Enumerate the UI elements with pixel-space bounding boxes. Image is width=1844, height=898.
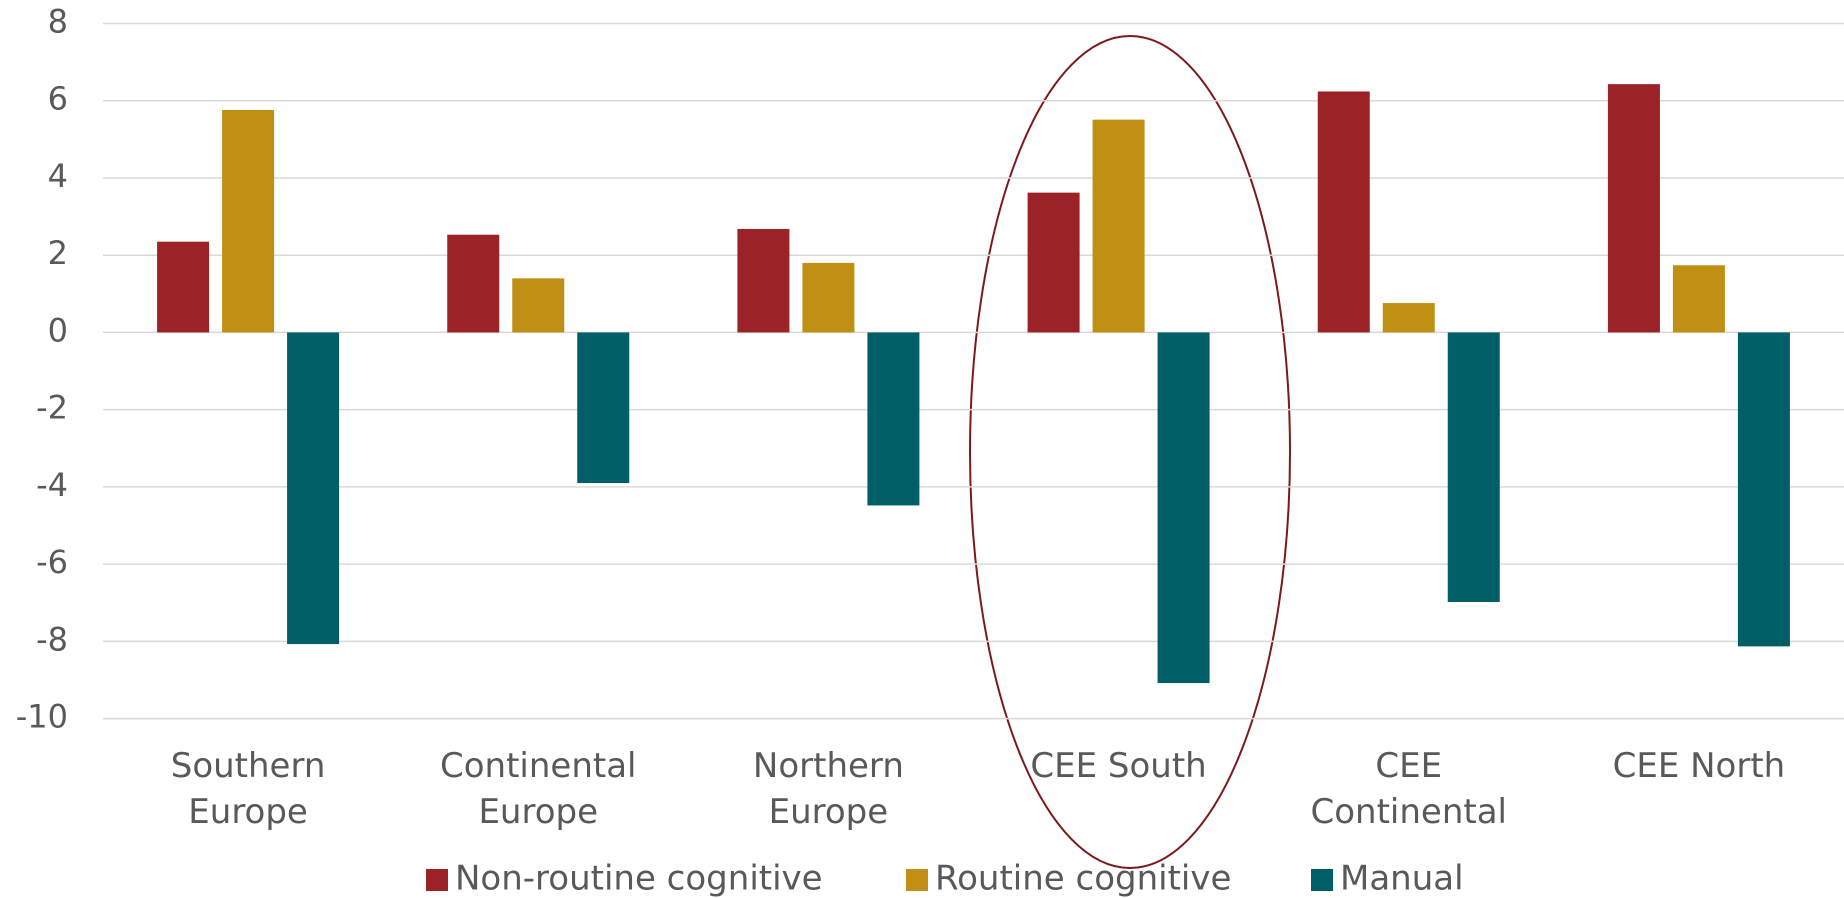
y-tick-label: 6 (48, 80, 68, 118)
bar (802, 262, 855, 333)
x-tick-label: CEE South (1030, 746, 1207, 786)
bar (1157, 332, 1210, 684)
y-tick-label: 2 (48, 234, 68, 272)
legend-label: Routine cognitive (935, 859, 1231, 898)
x-tick-label: CEE North (1612, 746, 1786, 786)
bar (1672, 265, 1725, 333)
bar (1737, 332, 1790, 647)
bar (447, 234, 500, 333)
bar (1317, 91, 1370, 333)
x-tick-label: Southern Europe (170, 746, 326, 832)
y-tick-label: -2 (36, 389, 68, 427)
bar (157, 241, 210, 333)
legend-label: Manual (1340, 859, 1464, 898)
highlight-ellipse (969, 35, 1291, 869)
bar (512, 278, 565, 333)
y-tick-label: 8 (48, 3, 68, 41)
bar (222, 110, 275, 333)
bar (1382, 303, 1435, 333)
legend-swatch (426, 869, 448, 891)
y-tick-label: -4 (36, 466, 68, 504)
y-tick-label: -8 (36, 620, 68, 658)
bar (1027, 192, 1080, 333)
x-tick-label: CEE Continental (1310, 746, 1508, 832)
y-tick-label: 4 (48, 157, 68, 195)
bar (1447, 332, 1500, 602)
legend-label: Non-routine cognitive (455, 859, 823, 898)
x-tick-label: Northern Europe (752, 746, 904, 832)
bar (1607, 84, 1660, 333)
y-tick-label: -10 (16, 698, 68, 736)
y-tick-label: 0 (48, 311, 68, 349)
x-tick-label: Continental Europe (440, 746, 637, 832)
bar (287, 332, 340, 645)
bar (577, 332, 630, 484)
y-tick-label: -6 (36, 543, 68, 581)
bar (1092, 119, 1145, 333)
legend-swatch (906, 869, 928, 891)
legend-swatch (1311, 869, 1333, 891)
bar (737, 228, 790, 333)
bar (867, 332, 920, 506)
